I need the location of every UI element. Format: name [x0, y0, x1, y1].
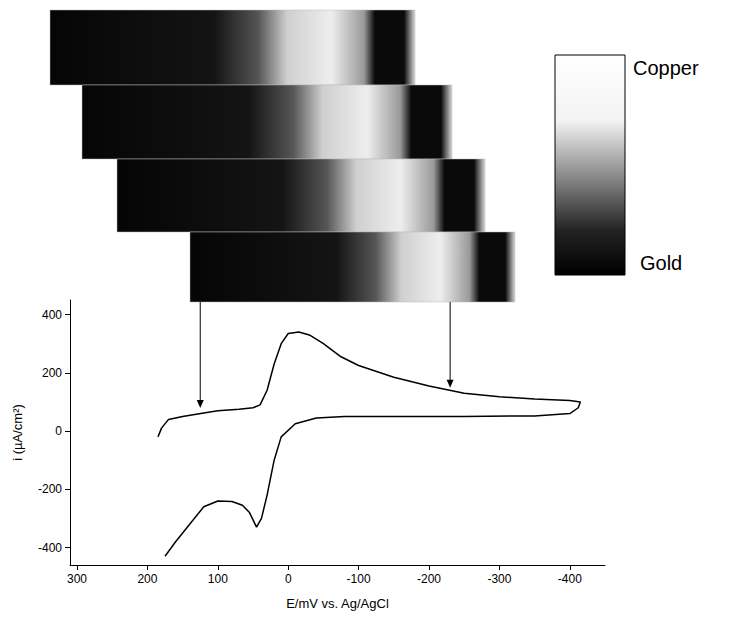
- svg-text:-300: -300: [487, 572, 511, 586]
- svg-text:200: 200: [42, 366, 62, 380]
- svg-text:E/mV vs. Ag/AgCl: E/mV vs. Ag/AgCl: [286, 596, 389, 611]
- svg-text:-200: -200: [38, 482, 62, 496]
- svg-text:400: 400: [42, 308, 62, 322]
- svg-text:Gold: Gold: [640, 252, 682, 274]
- svg-text:Copper: Copper: [633, 57, 699, 79]
- svg-text:-100: -100: [347, 572, 371, 586]
- svg-text:-200: -200: [417, 572, 441, 586]
- svg-text:100: 100: [208, 572, 228, 586]
- svg-text:-400: -400: [38, 541, 62, 555]
- svg-text:0: 0: [285, 572, 292, 586]
- svg-text:0: 0: [55, 424, 62, 438]
- svg-text:-400: -400: [558, 572, 582, 586]
- svg-text:i (µA/cm²): i (µA/cm²): [10, 404, 25, 461]
- svg-text:300: 300: [67, 572, 87, 586]
- svg-text:200: 200: [137, 572, 157, 586]
